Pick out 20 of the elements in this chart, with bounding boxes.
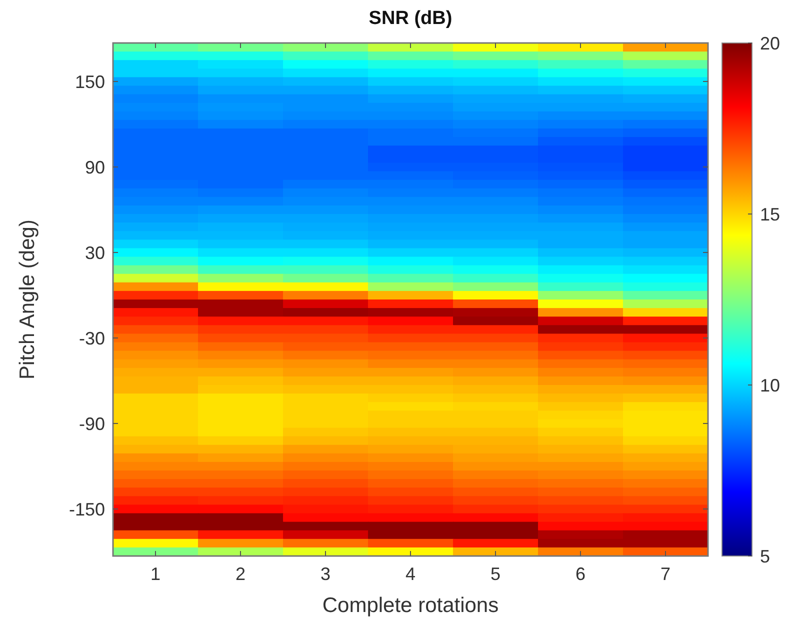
x-tick-label: 1 (150, 564, 161, 584)
x-tick-label: 4 (405, 564, 416, 584)
y-tick-label: 90 (84, 157, 105, 178)
chart-title: SNR (dB) (368, 8, 452, 29)
color-bar-label: 15 (760, 204, 780, 224)
x-tick-label: 5 (490, 564, 501, 584)
x-axis-title: Complete rotations (322, 594, 499, 617)
y-tick-label: -90 (78, 414, 105, 434)
x-tick-label: 3 (320, 564, 331, 584)
y-tick-label: 150 (74, 72, 105, 92)
color-bar-label: 5 (760, 546, 770, 566)
y-tick-label: -30 (78, 328, 105, 348)
x-tick-label: 6 (575, 564, 586, 584)
x-tick-label: 7 (660, 564, 671, 584)
color-bar-label: 20 (760, 33, 780, 54)
x-tick-label: 2 (235, 564, 246, 584)
y-tick-label: -150 (68, 499, 105, 520)
color-bar-label: 10 (760, 375, 780, 396)
y-tick-label: 30 (84, 242, 105, 263)
y-axis-title: Pitch Angle (deg) (16, 220, 39, 380)
